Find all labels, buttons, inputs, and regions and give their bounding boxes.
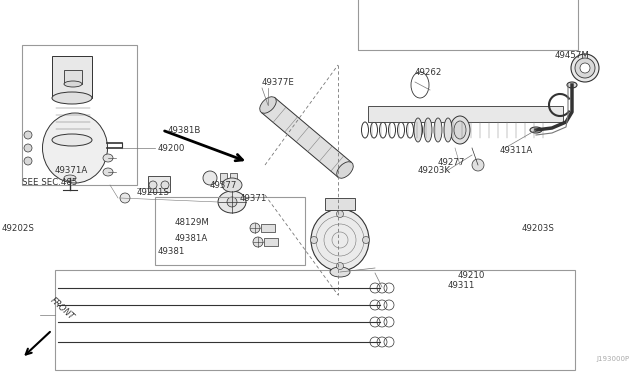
Circle shape [203,171,217,185]
Ellipse shape [52,92,92,104]
Text: 49202S: 49202S [2,224,35,232]
Ellipse shape [311,209,369,271]
Ellipse shape [567,82,577,88]
Ellipse shape [424,118,432,142]
Text: 49311: 49311 [448,280,476,289]
Ellipse shape [103,154,113,162]
Bar [261,224,275,232]
Circle shape [24,157,32,165]
Circle shape [149,181,157,189]
Circle shape [250,223,260,233]
Ellipse shape [222,178,242,192]
Ellipse shape [575,58,595,78]
Ellipse shape [450,116,470,144]
Circle shape [120,193,130,203]
Circle shape [161,181,169,189]
Text: 49311A: 49311A [500,145,533,154]
Text: 49457M: 49457M [555,51,590,60]
Ellipse shape [330,267,350,277]
Bar [148,176,170,192]
Polygon shape [262,97,351,178]
Text: FRONT: FRONT [48,296,76,322]
Bar [55,270,575,370]
Ellipse shape [64,175,76,181]
Circle shape [472,159,484,171]
Ellipse shape [444,118,452,142]
Ellipse shape [260,97,276,113]
Text: 49371: 49371 [240,193,268,202]
Ellipse shape [337,162,353,178]
Text: 49200: 49200 [158,144,186,153]
Circle shape [362,237,369,244]
Text: 49262: 49262 [415,67,442,77]
Bar [220,173,227,183]
Bar [358,0,578,50]
Text: 49381: 49381 [158,247,186,257]
Ellipse shape [571,54,599,82]
Text: 49377E: 49377E [262,77,295,87]
Bar [230,173,237,183]
Bar [52,56,92,98]
Ellipse shape [103,168,113,176]
Ellipse shape [434,118,442,142]
Text: 49203S: 49203S [522,224,555,232]
Text: 49371A: 49371A [55,166,88,174]
Ellipse shape [454,121,466,139]
Ellipse shape [218,191,246,213]
Circle shape [337,211,344,218]
Circle shape [310,237,317,244]
Text: 49277: 49277 [438,157,465,167]
Text: J193000P: J193000P [597,356,630,362]
Text: 49377: 49377 [210,180,237,189]
Text: SEE SEC.485: SEE SEC.485 [22,177,77,186]
Circle shape [24,144,32,152]
Text: 49210: 49210 [458,270,485,279]
Text: 49201S: 49201S [137,187,170,196]
Text: 49381A: 49381A [175,234,208,243]
Ellipse shape [52,134,92,146]
Bar [22,45,137,185]
Text: 49381B: 49381B [168,125,202,135]
Ellipse shape [42,113,108,183]
Circle shape [24,131,32,139]
Ellipse shape [64,81,82,87]
Bar [155,197,305,265]
Ellipse shape [580,63,590,73]
Circle shape [337,263,344,269]
Circle shape [227,197,237,207]
Text: 49203K: 49203K [418,166,451,174]
Text: 48129M: 48129M [175,218,210,227]
Bar [264,238,278,246]
Bar [64,70,82,84]
Ellipse shape [414,118,422,142]
Bar [368,106,563,122]
Circle shape [253,237,263,247]
Ellipse shape [530,127,542,133]
Bar [325,198,355,210]
